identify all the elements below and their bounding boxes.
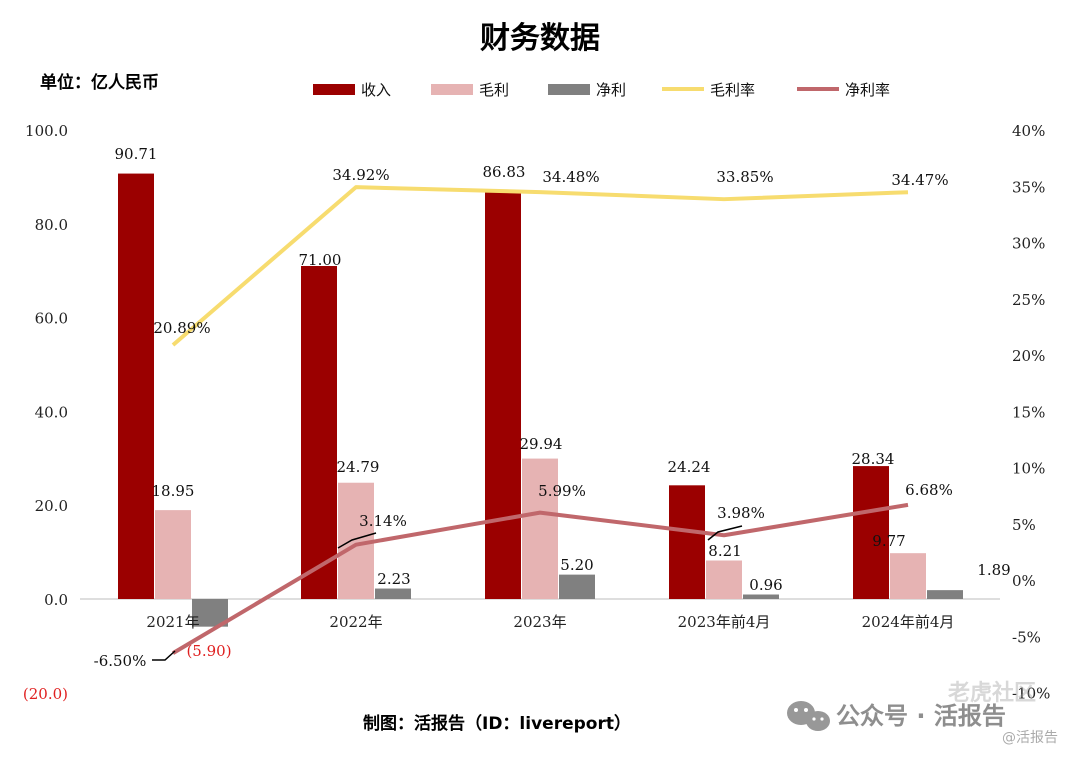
label-leader-line [337, 532, 377, 549]
y-right-tick-label: 40% [1012, 122, 1045, 140]
line-data-label: -6.50% [94, 652, 147, 670]
y-left-tick-label: (20.0) [23, 685, 68, 703]
legend-swatch-2 [548, 84, 590, 95]
bar-data-label: 90.71 [115, 145, 158, 163]
bar-data-label: 24.79 [337, 458, 380, 476]
bar-0-2 [485, 191, 521, 599]
bar-0-0 [118, 173, 154, 599]
bar-0-1 [301, 266, 337, 599]
y-left-tick-label: 20.0 [35, 497, 68, 515]
label-leader-line [152, 650, 176, 661]
bar-data-label: 0.96 [749, 576, 782, 594]
bar-2-3 [743, 594, 779, 599]
watermark: 公众号 · 活报告 老虎社区 @活报告 [787, 680, 1058, 746]
bar-data-label: 29.94 [520, 435, 563, 453]
y-axis-left: (20.0) 0.0 20.0 40.0 60.0 80.0 100.0 [23, 122, 68, 703]
bar-0-3 [669, 485, 705, 599]
y-left-tick-label: 40.0 [35, 403, 68, 421]
bar-data-label: 71.00 [299, 251, 342, 269]
legend-label: 收入 [361, 81, 391, 99]
y-left-tick-label: 80.0 [35, 216, 68, 234]
bar-2-1 [375, 588, 411, 599]
bar-data-label: 1.89 [977, 561, 1010, 579]
y-right-tick-label: 10% [1012, 460, 1045, 478]
y-right-tick-label: 35% [1012, 178, 1045, 196]
y-right-tick-label: -5% [1012, 628, 1041, 646]
bar-0-4 [853, 466, 889, 599]
bar-data-label: 8.21 [708, 542, 741, 560]
y-axis-right: -10% -5% 0% 5% 10% 15% 20% 25% 30% 35% 40% [1012, 122, 1050, 703]
bar-data-label: 18.95 [152, 482, 195, 500]
bar-data-label: 86.83 [483, 163, 526, 181]
chart-title: 财务数据 [480, 21, 600, 56]
legend-swatch-1 [431, 84, 473, 95]
x-tick-label: 2022年 [329, 613, 382, 631]
line-data-label: 34.92% [332, 166, 389, 184]
bar-series-group [118, 173, 963, 627]
watermark-text-1: 公众号 · 活报告 [836, 702, 1006, 730]
y-left-tick-label: 60.0 [35, 310, 68, 328]
line-data-label: 34.48% [542, 168, 599, 186]
line-data-label: 34.47% [891, 171, 948, 189]
legend: 收入 毛利 净利 毛利率 净利率 [313, 81, 890, 99]
bar-data-label: 9.77 [872, 532, 905, 550]
bar-1-4 [890, 553, 926, 599]
bar-data-label: 2.23 [377, 570, 410, 588]
wechat-icon [787, 701, 830, 731]
x-axis: 2021年 2022年 2023年 2023年前4月 2024年前4月 [146, 613, 954, 631]
bar-1-0 [155, 510, 191, 599]
unit-label: 单位：亿人民币 [40, 72, 159, 93]
y-right-tick-label: 20% [1012, 347, 1045, 365]
y-right-tick-label: 25% [1012, 291, 1045, 309]
data-labels: 90.71 71.00 86.83 24.24 28.34 18.95 24.79 29.94… [94, 145, 1011, 670]
line-data-label: 20.89% [153, 319, 210, 337]
x-tick-label: 2024年前4月 [862, 613, 955, 631]
bar-1-2 [522, 458, 558, 599]
bar-2-2 [559, 574, 595, 599]
line-series-1 [171, 502, 909, 655]
legend-label: 净利率 [845, 81, 890, 99]
y-left-tick-label: 100.0 [25, 122, 68, 140]
credit-text: 制图：活报告（ID：livereport） [363, 713, 631, 734]
watermark-text-2: 老虎社区 [947, 680, 1036, 706]
bar-data-label: 24.24 [668, 458, 711, 476]
bar-data-label: (5.90) [186, 642, 231, 660]
y-right-tick-label: 30% [1012, 235, 1045, 253]
line-data-label: 3.14% [359, 512, 407, 530]
line-series-group [171, 185, 909, 655]
x-tick-label: 2023年前4月 [678, 613, 771, 631]
x-tick-label: 2023年 [513, 613, 566, 631]
bar-2-4 [927, 590, 963, 599]
y-right-tick-label: 0% [1012, 572, 1036, 590]
bar-1-3 [706, 560, 742, 599]
legend-label: 毛利 [479, 81, 509, 99]
line-data-label: 6.68% [905, 481, 953, 499]
y-right-tick-label: 15% [1012, 403, 1045, 421]
line-data-label: 5.99% [538, 482, 586, 500]
y-left-tick-label: 0.0 [44, 591, 68, 609]
line-data-label: 3.98% [717, 504, 765, 522]
line-series-0 [171, 185, 909, 347]
y-right-tick-label: 5% [1012, 516, 1036, 534]
legend-swatch-0 [313, 84, 355, 95]
watermark-text-3: @活报告 [1002, 730, 1058, 746]
legend-label: 净利 [596, 81, 626, 99]
label-leader-line [707, 525, 743, 541]
bar-data-label: 5.20 [560, 556, 593, 574]
legend-label: 毛利率 [710, 81, 755, 99]
y-right-tick-label: -10% [1012, 685, 1050, 703]
x-tick-label: 2021年 [146, 613, 199, 631]
bar-data-label: 28.34 [852, 450, 895, 468]
line-data-label: 33.85% [716, 168, 773, 186]
